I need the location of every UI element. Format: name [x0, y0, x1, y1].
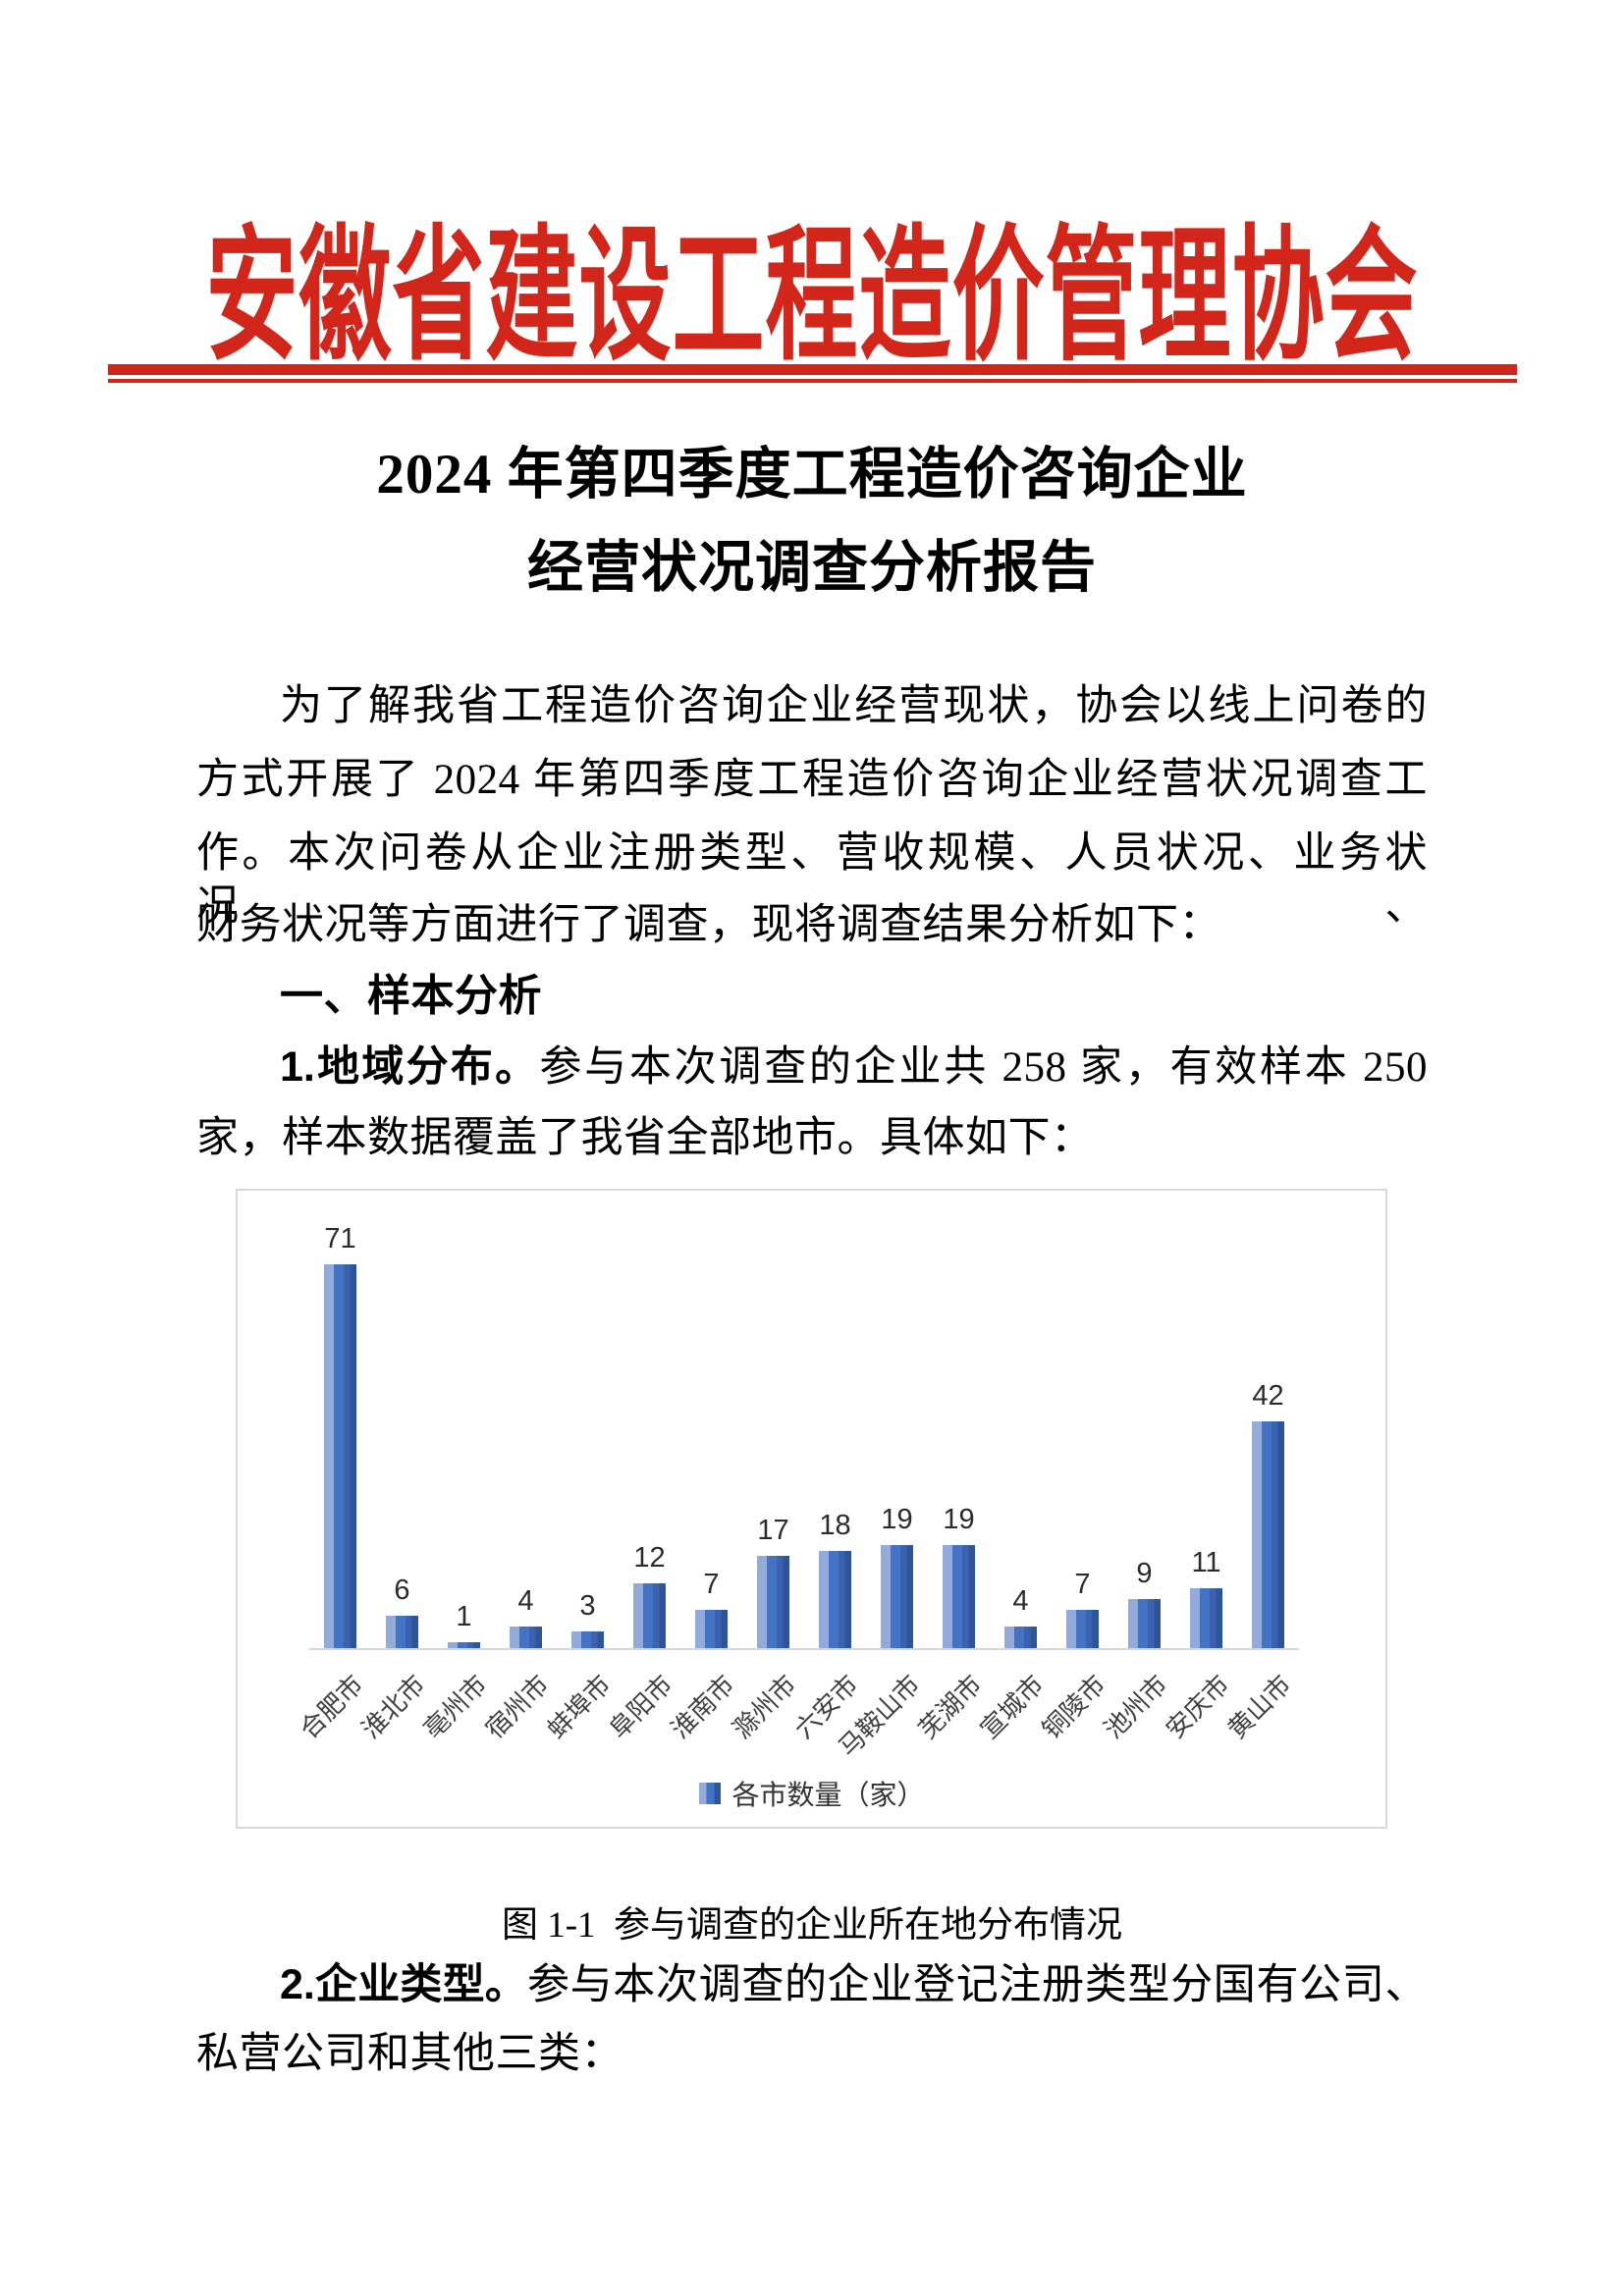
- bar-value-label: 7: [1074, 1569, 1091, 1600]
- chart-legend: 各市数量（家）: [698, 1774, 925, 1813]
- para-intro-line4: 财务状况等方面进行了调查，现将调查结果分析如下：: [196, 902, 1221, 948]
- bar-黄山市: [1252, 1421, 1284, 1648]
- figure-1-1-bar-chart: 71 合肥市 6 淮北市 1 亳州市 4 宿州市 3 蚌埠市 12 阜阳市 7 淮南市 17 滁州市 18 六安市…: [236, 1189, 1387, 1829]
- bar-value-label: 17: [757, 1515, 789, 1546]
- item1-text: 参与本次调查的企业共 258 家，有效样本 250: [539, 1044, 1429, 1091]
- bar-value-label: 19: [943, 1504, 975, 1535]
- para-intro-line2: 方式开展了 2024 年第四季度工程造价咨询企业经营状况调查工: [196, 757, 1428, 803]
- bar-六安市: [819, 1551, 851, 1648]
- bar-value-label: 71: [324, 1223, 356, 1255]
- bar-淮北市: [386, 1616, 418, 1648]
- bar-value-label: 6: [394, 1575, 410, 1606]
- header-rule-thick: [108, 364, 1517, 375]
- item2-text: 参与本次调查的企业登记注册类型分国有公司、: [526, 1962, 1428, 2008]
- bar-马鞍山市: [881, 1545, 913, 1648]
- bar-value-label: 4: [1012, 1585, 1029, 1617]
- bar-宿州市: [510, 1627, 542, 1648]
- bar-蚌埠市: [571, 1631, 604, 1648]
- bar-淮南市: [695, 1610, 728, 1648]
- bar-阜阳市: [633, 1583, 666, 1648]
- bar-value-label: 42: [1252, 1380, 1284, 1412]
- bar-合肥市: [324, 1264, 356, 1648]
- bar-value-label: 4: [517, 1585, 534, 1617]
- bar-value-label: 7: [703, 1569, 720, 1600]
- x-axis-line: [309, 1648, 1299, 1650]
- item2-label: 2.企业类型。: [280, 1961, 527, 2008]
- bar-value-label: 12: [633, 1542, 666, 1574]
- chart-plot: 71 合肥市 6 淮北市 1 亳州市 4 宿州市 3 蚌埠市 12 阜阳市 7 淮南市 17 滁州市 18 六安市…: [238, 1191, 1385, 1827]
- legend-label: 各市数量（家）: [731, 1781, 925, 1811]
- legend-swatch-icon: [698, 1783, 721, 1804]
- doc-title-line1: 2024 年第四季度工程造价咨询企业: [376, 444, 1248, 506]
- bar-value-label: 3: [579, 1590, 596, 1622]
- bar-宣城市: [1004, 1627, 1037, 1648]
- item1-label: 1.地域分布。: [280, 1043, 540, 1091]
- doc-title-line2: 经营状况调查分析报告: [527, 537, 1097, 599]
- header-rule-thin: [108, 379, 1517, 383]
- bar-安庆市: [1190, 1588, 1222, 1648]
- bar-value-label: 19: [881, 1504, 913, 1535]
- bar-铜陵市: [1066, 1610, 1099, 1648]
- org-title: 安徽省建设工程造价管理协会: [205, 217, 1419, 379]
- para-intro-line1: 为了解我省工程造价咨询企业经营现状，协会以线上问卷的: [280, 683, 1428, 729]
- para-item1-line2: 家，样本数据覆盖了我省全部地市。具体如下：: [196, 1115, 1094, 1161]
- bar-value-label: 11: [1191, 1547, 1221, 1578]
- bar-滁州市: [757, 1556, 789, 1648]
- bar-value-label: 1: [456, 1601, 472, 1632]
- bar-value-label: 18: [819, 1510, 851, 1541]
- para-item1-line1: 1.地域分布。参与本次调查的企业共 258 家，有效样本 250: [196, 1041, 1428, 1095]
- para-item2-line2: 私营公司和其他三类：: [196, 2031, 623, 2077]
- section1-heading: 一、样本分析: [280, 972, 542, 1020]
- para-intro-line3: 作。本次问卷从企业注册类型、营收规模、人员状况、业务状况、: [196, 830, 1428, 930]
- figure-caption: 图 1-1 参与调查的企业所在地分布情况: [501, 1905, 1123, 1946]
- bar-芜湖市: [943, 1545, 975, 1648]
- bar-value-label: 9: [1136, 1558, 1153, 1589]
- bar-亳州市: [448, 1642, 480, 1648]
- para-item2-line1: 2.企业类型。参与本次调查的企业登记注册类型分国有公司、: [196, 1958, 1428, 2012]
- bar-池州市: [1128, 1599, 1161, 1648]
